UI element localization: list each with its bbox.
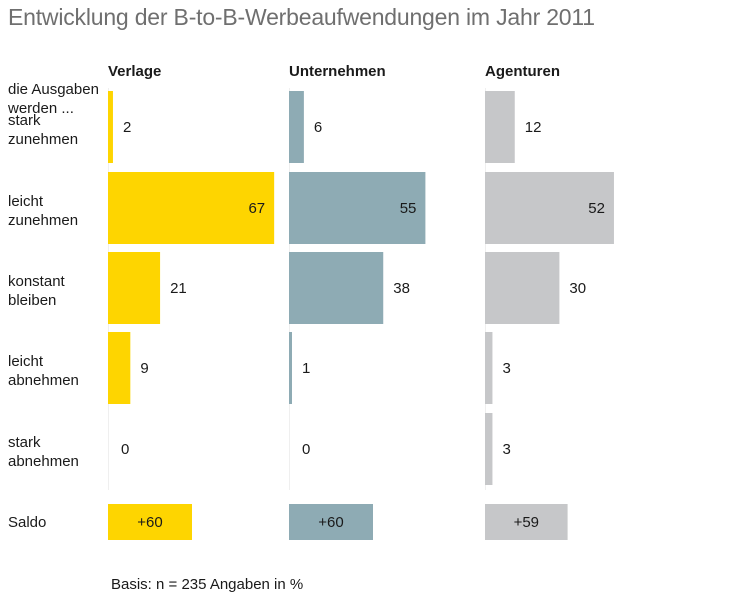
- chart-footnote: Basis: n = 235 Angaben in %: [111, 576, 304, 593]
- saldo-bar: [289, 504, 373, 540]
- series-header: Agenturen: [485, 63, 560, 80]
- bar: [289, 332, 292, 404]
- data-label: 67: [248, 200, 265, 217]
- bar: [108, 172, 275, 244]
- data-label: 30: [569, 280, 586, 297]
- category-label: stark abnehmen: [8, 434, 79, 470]
- category-label: konstant bleiben: [8, 273, 66, 309]
- data-label: 1: [302, 360, 310, 377]
- bar: [108, 252, 161, 324]
- saldo-value: +60: [318, 514, 343, 531]
- data-label: 3: [502, 360, 510, 377]
- bar: [485, 91, 515, 163]
- data-label: 9: [140, 360, 148, 377]
- data-label: 55: [400, 200, 417, 217]
- data-label: 38: [393, 280, 410, 297]
- data-label: 0: [121, 441, 129, 458]
- data-label: 21: [170, 280, 187, 297]
- bar: [108, 91, 113, 163]
- saldo-label: Saldo: [8, 514, 46, 531]
- saldo-value: +60: [137, 514, 162, 531]
- bar: [289, 172, 426, 244]
- row-header-label: die Ausgaben werden ...: [7, 81, 99, 117]
- saldo-bar: [108, 504, 192, 540]
- category-label: stark zunehmen: [8, 112, 78, 148]
- saldo-value: +59: [514, 514, 539, 531]
- category-label: leicht abnehmen: [8, 353, 79, 389]
- bar: [485, 413, 493, 485]
- data-label: 0: [302, 441, 310, 458]
- chart-title: Entwicklung der B-to-B-Werbeaufwendungen…: [8, 4, 595, 30]
- data-label: 2: [123, 119, 131, 136]
- saldo-bar: [485, 504, 568, 540]
- bar: [485, 332, 493, 404]
- bar: [289, 91, 304, 163]
- data-label: 52: [588, 200, 605, 217]
- bar: [289, 252, 384, 324]
- category-label: leicht zunehmen: [8, 193, 78, 229]
- series-header: Unternehmen: [289, 63, 386, 80]
- bar: [485, 252, 560, 324]
- series-header: Verlage: [108, 63, 161, 80]
- data-label: 3: [502, 441, 510, 458]
- bar: [108, 332, 131, 404]
- data-label: 12: [525, 119, 542, 136]
- bar: [485, 172, 614, 244]
- data-label: 6: [314, 119, 322, 136]
